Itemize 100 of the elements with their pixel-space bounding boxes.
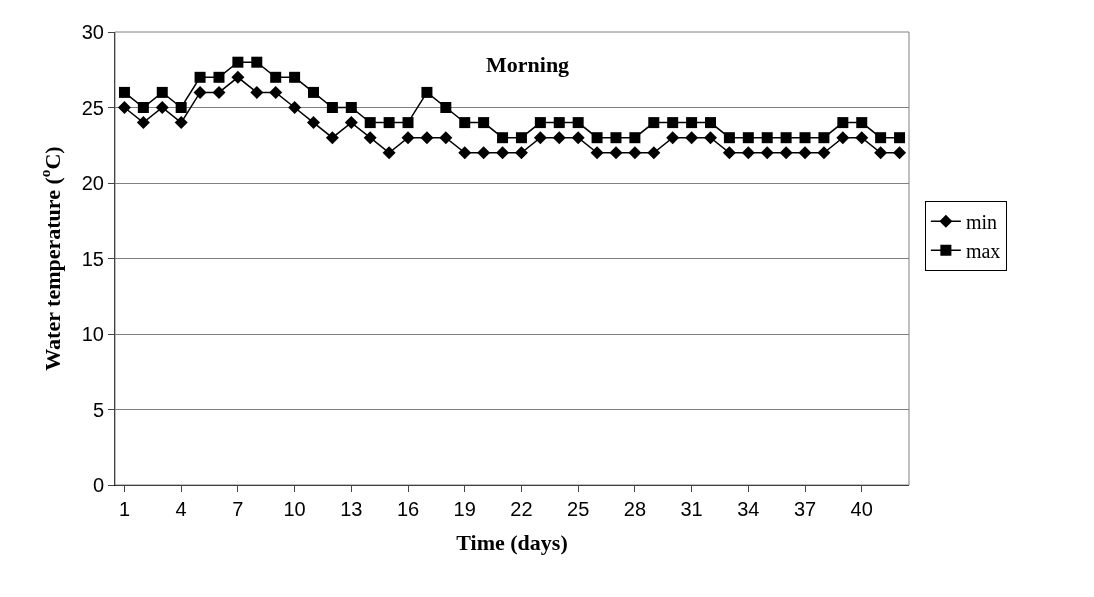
- point: [893, 146, 907, 160]
- point: [534, 117, 546, 129]
- point: [497, 132, 509, 144]
- point: [874, 146, 888, 160]
- x-tick-label: 31: [680, 498, 703, 520]
- point: [798, 146, 812, 160]
- point: [439, 131, 453, 145]
- point: [553, 117, 565, 129]
- point: [533, 131, 547, 145]
- point: [137, 102, 149, 113]
- point: [666, 131, 680, 145]
- point: [459, 117, 471, 129]
- point: [761, 132, 773, 144]
- point: [136, 116, 150, 130]
- point: [289, 71, 301, 83]
- point: [856, 117, 868, 129]
- point: [686, 117, 698, 129]
- x-tick-label: 37: [793, 498, 817, 520]
- point: [742, 132, 754, 144]
- point: [741, 146, 755, 160]
- point: [156, 86, 168, 98]
- x-tick-label: 13: [340, 498, 363, 520]
- point: [175, 102, 187, 113]
- y-tick-label: 5: [92, 398, 104, 421]
- point: [117, 101, 131, 114]
- point: [628, 146, 642, 160]
- point: [667, 117, 679, 129]
- point: [818, 132, 830, 144]
- point: [477, 146, 491, 160]
- point: [571, 131, 585, 145]
- point: [572, 117, 584, 129]
- point: [250, 85, 264, 99]
- point: [552, 131, 566, 145]
- y-tick-label: 25: [81, 96, 104, 119]
- x-tick-label: 28: [623, 498, 647, 520]
- point: [837, 117, 849, 129]
- x-tick-label: 7: [232, 498, 244, 520]
- y-tick-label: 0: [92, 474, 104, 496]
- point: [232, 56, 244, 68]
- x-tick-label: 1: [118, 498, 131, 520]
- point: [251, 56, 263, 68]
- point: [478, 117, 490, 129]
- y-tick-label: 10: [81, 323, 104, 345]
- point: [440, 102, 452, 113]
- point: [760, 146, 774, 160]
- point: [288, 101, 302, 114]
- point: [514, 146, 528, 160]
- point: [213, 71, 225, 83]
- x-tick-label: 22: [510, 498, 533, 520]
- point: [344, 116, 358, 130]
- legend-label: min: [965, 211, 998, 234]
- point: [194, 71, 206, 83]
- point: [722, 146, 736, 160]
- point: [723, 132, 735, 144]
- point: [401, 131, 415, 145]
- point: [780, 132, 792, 144]
- y-tick-label: 30: [81, 21, 104, 43]
- x-tick-label: 10: [283, 498, 306, 520]
- point: [515, 132, 527, 144]
- point: [270, 71, 282, 83]
- y-tick-label: 20: [81, 172, 104, 194]
- y-tick-label: 15: [81, 247, 104, 270]
- point: [345, 102, 357, 113]
- point: [193, 85, 207, 99]
- point: [382, 146, 396, 160]
- point: [647, 146, 661, 160]
- point: [591, 132, 603, 144]
- legend-label: max: [965, 240, 1001, 263]
- point: [420, 131, 434, 145]
- point: [231, 70, 245, 84]
- x-tick-label: 4: [175, 498, 187, 520]
- x-tick-label: 25: [567, 498, 590, 520]
- point: [610, 132, 622, 144]
- point: [325, 131, 339, 145]
- point: [496, 146, 510, 160]
- point: [590, 146, 604, 160]
- point: [875, 132, 887, 144]
- point: [836, 131, 850, 145]
- text: Morning: [486, 52, 570, 77]
- point: [363, 131, 377, 145]
- point: [364, 117, 376, 129]
- point: [629, 132, 641, 144]
- x-tick-label: 16: [396, 498, 420, 520]
- point: [894, 132, 906, 144]
- point: [118, 86, 130, 98]
- point: [799, 132, 811, 144]
- point: [402, 117, 414, 129]
- point: [155, 101, 169, 114]
- point: [174, 116, 188, 130]
- point: [458, 146, 472, 160]
- point: [212, 85, 226, 99]
- x-tick-label: 40: [850, 498, 873, 520]
- x-axis-title: Time (days): [456, 529, 568, 555]
- point: [269, 85, 283, 99]
- point: [308, 86, 319, 98]
- x-tick-label: 19: [453, 498, 476, 520]
- point: [705, 117, 716, 129]
- point: [383, 117, 395, 129]
- point: [779, 146, 793, 160]
- point: [307, 116, 320, 130]
